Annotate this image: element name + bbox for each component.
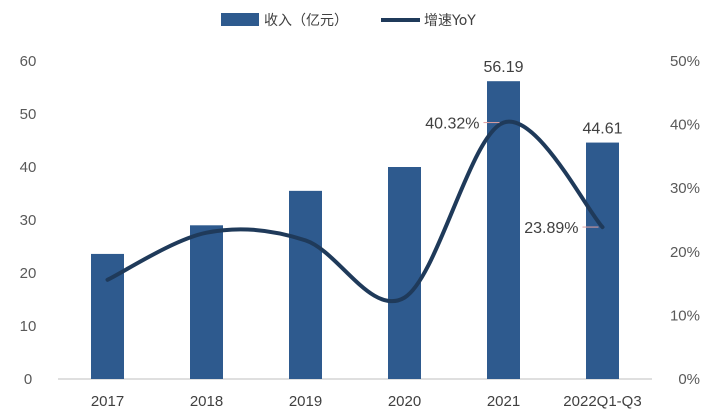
right-axis-tick: 20% bbox=[670, 244, 700, 261]
bar-series bbox=[91, 81, 619, 380]
x-axis-tick: 2020 bbox=[388, 393, 421, 410]
right-axis-tick: 30% bbox=[670, 180, 700, 197]
left-axis: 0 10 20 30 40 50 60 bbox=[20, 53, 37, 388]
line-value-label: 40.32% bbox=[425, 116, 479, 133]
left-axis-tick: 10 bbox=[20, 318, 37, 335]
legend-label-growth: 增速YoY bbox=[424, 13, 476, 29]
x-axis-ticks: 2017 2018 2019 2020 2021 2022Q1-Q3 bbox=[91, 393, 642, 410]
x-axis-tick: 2019 bbox=[289, 393, 322, 410]
legend-label-revenue: 收入（亿元） bbox=[264, 13, 348, 29]
left-axis-tick: 60 bbox=[20, 53, 37, 70]
right-axis-tick: 0% bbox=[678, 371, 700, 388]
right-axis-tick: 50% bbox=[670, 53, 700, 70]
left-axis-tick: 50 bbox=[20, 106, 37, 123]
right-axis-tick: 10% bbox=[670, 307, 700, 324]
x-axis-tick: 2017 bbox=[91, 393, 124, 410]
bar-2021 bbox=[487, 81, 520, 380]
x-axis-tick: 2018 bbox=[190, 393, 223, 410]
growth-line bbox=[105, 119, 605, 304]
x-axis-tick: 2022Q1-Q3 bbox=[563, 393, 641, 410]
left-axis-tick: 0 bbox=[24, 371, 32, 388]
legend-swatch-revenue bbox=[221, 13, 259, 26]
bar-2019 bbox=[289, 190, 322, 379]
x-axis-tick: 2021 bbox=[487, 393, 520, 410]
left-axis-tick: 30 bbox=[20, 212, 37, 229]
line-series bbox=[105, 119, 605, 304]
bar-2018 bbox=[190, 225, 223, 379]
bar-value-label: 56.19 bbox=[483, 59, 523, 76]
line-value-label: 23.89% bbox=[524, 220, 578, 237]
left-axis-tick: 20 bbox=[20, 265, 37, 282]
bar-2022Q1-Q3 bbox=[586, 142, 619, 379]
bar-2020 bbox=[388, 167, 421, 379]
legend: 收入（亿元） 增速YoY bbox=[221, 13, 476, 29]
left-axis-tick: 40 bbox=[20, 159, 37, 176]
bar-value-label: 44.61 bbox=[582, 121, 622, 138]
right-axis: 0% 10% 20% 30% 40% 50% bbox=[670, 53, 700, 388]
right-axis-tick: 40% bbox=[670, 117, 700, 134]
data-labels: 56.19 44.61 40.32% 23.89% bbox=[425, 59, 622, 237]
